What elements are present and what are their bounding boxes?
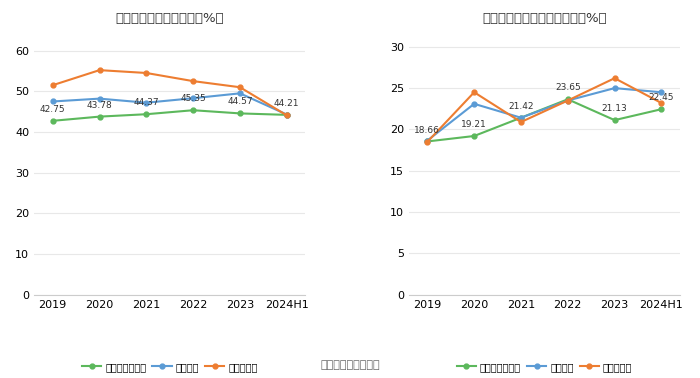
Line: 有息资产负债率: 有息资产负债率 — [425, 97, 664, 144]
有息资产负债率 — [564, 97, 572, 102]
有息资产负债率 — [424, 139, 432, 144]
有息资产负债率 — [517, 115, 525, 120]
Text: 21.13: 21.13 — [602, 104, 627, 113]
行业均值 — [189, 96, 197, 101]
Text: 42.75: 42.75 — [40, 105, 66, 114]
行业中位数 — [564, 98, 572, 103]
Text: 数据来源：恒生聚源: 数据来源：恒生聚源 — [320, 361, 380, 370]
行业中位数 — [236, 85, 244, 90]
Text: 18.66: 18.66 — [414, 125, 440, 135]
行业中位数 — [657, 101, 666, 105]
行业中位数 — [470, 90, 478, 94]
Text: 44.57: 44.57 — [227, 98, 253, 107]
行业均值 — [283, 112, 291, 117]
行业中位数 — [610, 76, 619, 81]
Text: 43.78: 43.78 — [87, 101, 113, 110]
Text: 19.21: 19.21 — [461, 120, 487, 129]
行业均值 — [517, 115, 525, 120]
公司资产负债率 — [142, 112, 150, 116]
行业均值 — [470, 102, 478, 106]
行业均值 — [657, 90, 666, 94]
公司资产负债率 — [283, 113, 291, 117]
行业均值 — [95, 96, 104, 101]
Text: 44.37: 44.37 — [134, 98, 159, 107]
Line: 公司资产负债率: 公司资产负债率 — [50, 108, 289, 123]
有息资产负债率 — [470, 134, 478, 138]
公司资产负债率 — [48, 119, 57, 123]
Line: 行业中位数: 行业中位数 — [425, 76, 664, 144]
行业均值 — [236, 91, 244, 96]
Line: 行业均值: 行业均值 — [50, 91, 289, 117]
行业均值 — [564, 98, 572, 103]
公司资产负债率 — [95, 115, 104, 119]
有息资产负债率 — [657, 107, 666, 112]
有息资产负债率 — [610, 118, 619, 122]
行业中位数 — [283, 113, 291, 118]
行业均值 — [48, 99, 57, 104]
Text: 44.21: 44.21 — [274, 99, 300, 108]
行业中位数 — [517, 120, 525, 124]
行业中位数 — [142, 71, 150, 75]
行业均值 — [610, 86, 619, 90]
行业中位数 — [48, 83, 57, 87]
行业均值 — [424, 138, 432, 143]
Text: 45.35: 45.35 — [181, 94, 206, 103]
Legend: 公司资产负债率, 行业均值, 行业中位数: 公司资产负债率, 行业均值, 行业中位数 — [78, 358, 262, 376]
行业中位数 — [189, 79, 197, 84]
Text: 23.65: 23.65 — [555, 83, 581, 92]
Line: 行业中位数: 行业中位数 — [50, 68, 289, 118]
公司资产负债率 — [236, 111, 244, 116]
Line: 行业均值: 行业均值 — [425, 86, 664, 143]
行业中位数 — [424, 139, 432, 144]
Text: 22.45: 22.45 — [649, 93, 674, 102]
Title: 近年来资产负债率情况（%）: 近年来资产负债率情况（%） — [116, 12, 224, 25]
Title: 近年来有息资产负债率情况（%）: 近年来有息资产负债率情况（%） — [482, 12, 607, 25]
Text: 21.42: 21.42 — [508, 102, 533, 111]
公司资产负债率 — [189, 108, 197, 113]
行业中位数 — [95, 68, 104, 73]
Legend: 有息资产负债率, 行业均值, 行业中位数: 有息资产负债率, 行业均值, 行业中位数 — [453, 358, 636, 376]
行业均值 — [142, 101, 150, 105]
